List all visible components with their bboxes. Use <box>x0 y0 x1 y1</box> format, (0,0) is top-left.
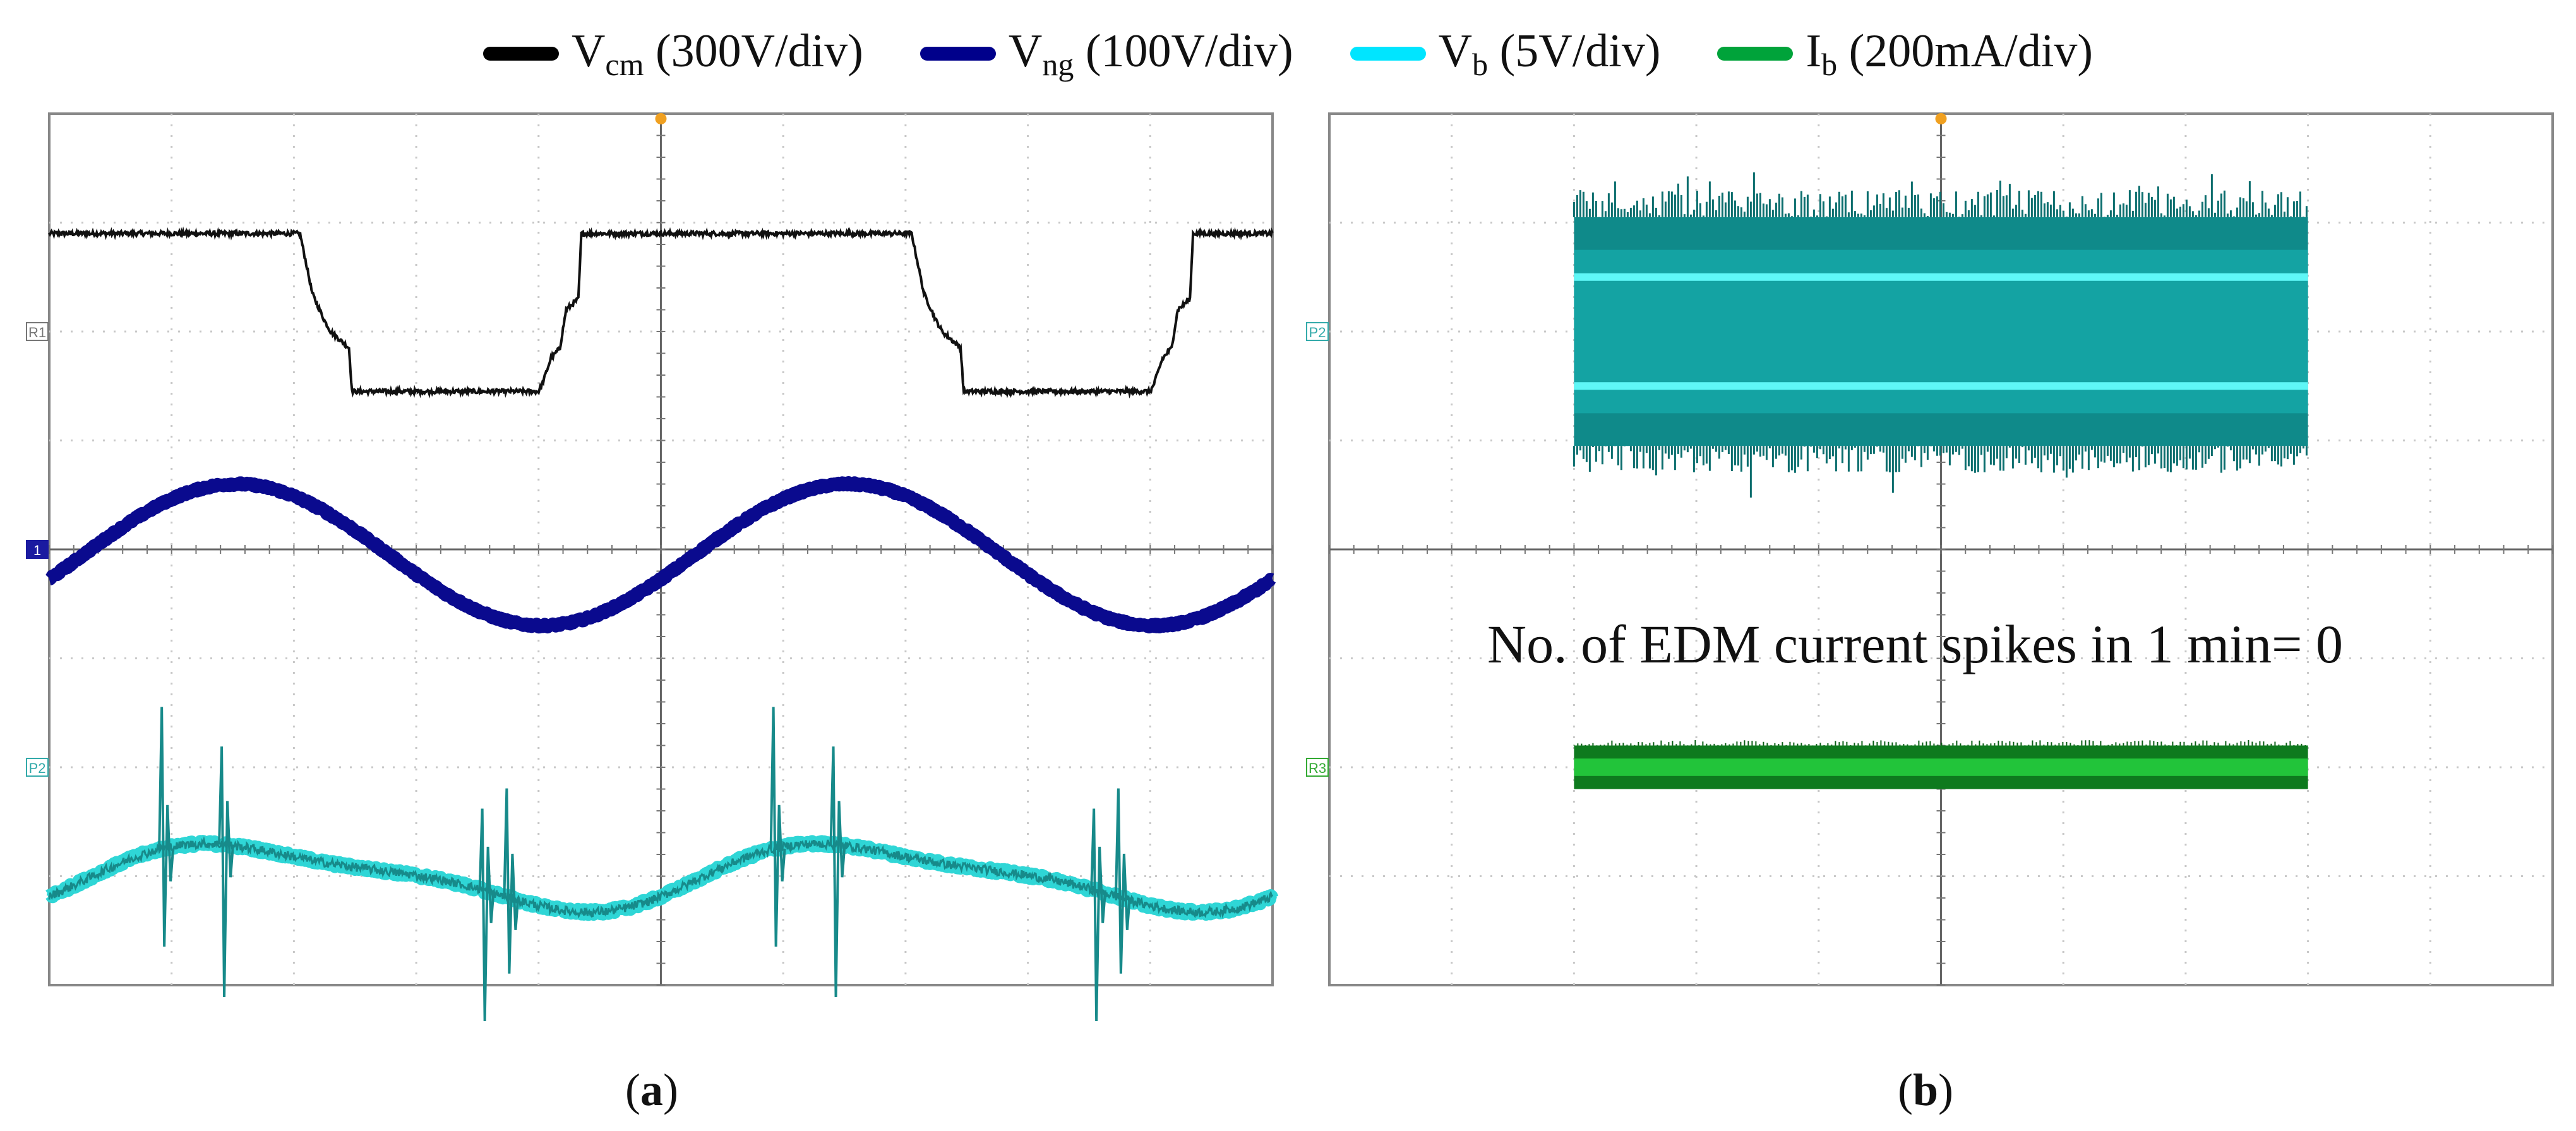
vb-switching-spike <box>1114 788 1131 974</box>
edm-spike-annotation: No. of EDM current spikes in 1 min= 0 <box>1487 614 2344 674</box>
legend: Vcm (300V/div) Vng (100V/div) Vb (5V/div… <box>0 0 2576 107</box>
legend-item-vng: Vng (100V/div) <box>920 25 1293 83</box>
scope-panel-a: R1 1 P2 <box>26 112 1279 1021</box>
legend-swatch-ib <box>1717 47 1794 61</box>
vb-band-upper-line <box>1574 273 2308 281</box>
channel-marker-label: P2 <box>1309 325 1326 340</box>
channel-marker <box>26 758 49 777</box>
ib-band-noise <box>1573 740 2306 746</box>
panel-b-trigger-marker <box>1935 113 1947 124</box>
vb-switching-spike <box>503 788 520 974</box>
panel-a-caption: (a) <box>625 1065 678 1115</box>
vb-trace-edge <box>48 835 1274 919</box>
vb-switching-spike <box>1090 808 1107 1021</box>
vb-switching-spike <box>478 808 495 1021</box>
channel-marker-label: R3 <box>1309 760 1326 776</box>
legend-swatch-vcm <box>482 47 559 61</box>
vb-band-lower-line <box>1574 382 2308 390</box>
vb-switching-spike <box>829 746 846 997</box>
vb-switching-spike <box>769 707 786 947</box>
legend-label-vb: Vb (5V/div) <box>1438 25 1661 82</box>
channel-marker <box>26 540 49 559</box>
channel-marker-label: 1 <box>33 542 41 558</box>
legend-label-vng: Vng (100V/div) <box>1008 25 1293 82</box>
panel-b-caption: (b) <box>1898 1065 1954 1115</box>
channel-marker-label: R1 <box>28 325 46 340</box>
legend-label-vcm: Vcm (300V/div) <box>571 25 863 82</box>
channel-marker-label: P2 <box>29 760 46 776</box>
legend-item-vcm: Vcm (300V/div) <box>482 25 863 83</box>
legend-swatch-vng <box>920 47 996 61</box>
scope-panel-b: P2 R3 <box>1306 112 2554 986</box>
ib-band-core <box>1574 758 2308 776</box>
legend-swatch-vb <box>1350 47 1426 61</box>
channel-marker <box>1306 758 1329 777</box>
vb-switching-spike <box>218 746 235 997</box>
legend-item-vb: Vb (5V/div) <box>1350 25 1661 83</box>
panel-a-trigger-marker <box>655 113 667 124</box>
vcm-trace <box>48 226 1274 399</box>
vb-switching-spike <box>158 707 175 947</box>
vng-trace <box>44 476 1278 634</box>
channel-marker <box>1306 322 1329 341</box>
vb-band-top-noise <box>1573 172 2308 217</box>
vb-band-bottom-noise <box>1573 446 2308 498</box>
legend-item-ib: Ib (200mA/div) <box>1717 25 2093 83</box>
channel-marker <box>26 322 49 341</box>
legend-label-ib: Ib (200mA/div) <box>1806 25 2094 82</box>
